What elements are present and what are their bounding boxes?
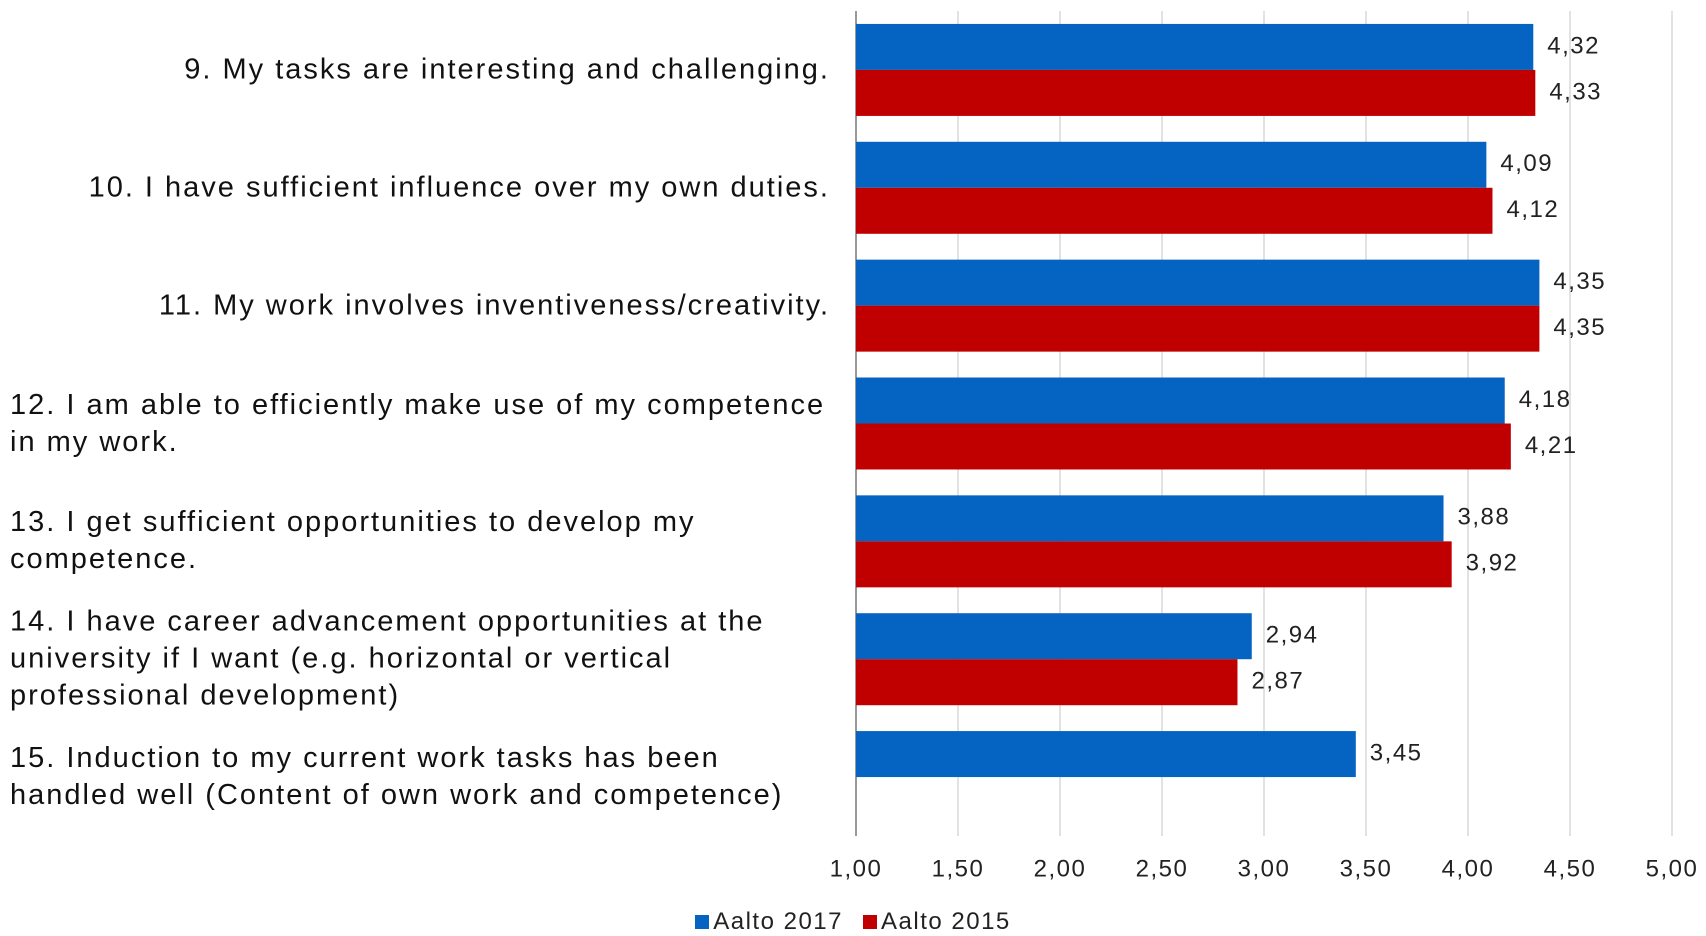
legend-swatch xyxy=(695,915,710,929)
category-label: 9. My tasks are interesting and challeng… xyxy=(184,53,830,86)
x-tick-label: 2,00 xyxy=(1034,855,1087,882)
category-label-box: 15. Induction to my current work tasks h… xyxy=(0,740,830,814)
value-label: 4,33 xyxy=(1549,78,1602,105)
value-label: 2,87 xyxy=(1251,668,1304,695)
value-label: 4,09 xyxy=(1500,150,1553,177)
value-label: 4,18 xyxy=(1519,386,1572,413)
x-tick-label: 3,50 xyxy=(1340,855,1393,882)
category-label-box: 14. I have career advancement opportunit… xyxy=(0,604,830,715)
category-label: 12. I am able to efficiently make use of… xyxy=(10,388,826,458)
category-label: 11. My work involves inventiveness/creat… xyxy=(158,289,830,322)
x-tick-label: 1,50 xyxy=(932,855,985,882)
bar xyxy=(856,541,1452,588)
value-label: 4,35 xyxy=(1553,268,1606,295)
chart: 1,00 1,50 2,00 2,50 3,00 3,50 4,00 4,50 5,00 4,32… xyxy=(830,11,1699,882)
bar xyxy=(856,305,1540,352)
category-label: 13. I get sufficient opportunities to de… xyxy=(10,506,696,576)
legend-item: Aalto 2017 xyxy=(695,908,843,936)
x-tick-label: 1,00 xyxy=(830,855,883,882)
x-tick-label: 4,00 xyxy=(1442,855,1495,882)
bar xyxy=(856,495,1444,542)
category-label-box: 11. My work involves inventiveness/creat… xyxy=(0,287,830,324)
value-label: 3,92 xyxy=(1466,550,1519,577)
bar xyxy=(856,69,1536,116)
value-label: 4,35 xyxy=(1553,314,1606,341)
bar xyxy=(856,187,1493,234)
bar xyxy=(856,423,1511,470)
legend: Aalto 2017 Aalto 2015 xyxy=(0,908,1706,936)
bar xyxy=(856,659,1238,706)
category-label-box: 9. My tasks are interesting and challeng… xyxy=(0,51,830,88)
value-label: 4,12 xyxy=(1506,196,1559,223)
x-tick-label: 5,00 xyxy=(1646,855,1699,882)
x-tick-label: 3,00 xyxy=(1238,855,1291,882)
bar xyxy=(856,259,1540,306)
x-tick-label: 4,50 xyxy=(1544,855,1597,882)
bar xyxy=(856,731,1356,778)
value-label: 2,94 xyxy=(1266,622,1319,649)
category-label-box: 12. I am able to efficiently make use of… xyxy=(0,387,830,461)
category-label-box: 10. I have sufficient influence over my … xyxy=(0,169,830,206)
legend-item: Aalto 2015 xyxy=(863,908,1011,936)
x-tick-label: 2,50 xyxy=(1136,855,1189,882)
value-label: 4,32 xyxy=(1547,32,1600,59)
category-label: 10. I have sufficient influence over my … xyxy=(88,171,830,204)
category-label: 15. Induction to my current work tasks h… xyxy=(10,742,784,812)
category-label-box: 13. I get sufficient opportunities to de… xyxy=(0,504,830,578)
legend-label: Aalto 2017 xyxy=(713,908,843,935)
legend-swatch xyxy=(863,915,877,929)
bar xyxy=(856,23,1534,70)
legend-label: Aalto 2015 xyxy=(881,908,1011,935)
value-label: 3,88 xyxy=(1458,504,1511,531)
bar xyxy=(856,377,1505,424)
value-label: 4,21 xyxy=(1525,432,1578,459)
bar xyxy=(856,613,1252,660)
category-label: 14. I have career advancement opportunit… xyxy=(10,605,765,712)
bar xyxy=(856,141,1487,188)
value-label: 3,45 xyxy=(1370,739,1423,766)
